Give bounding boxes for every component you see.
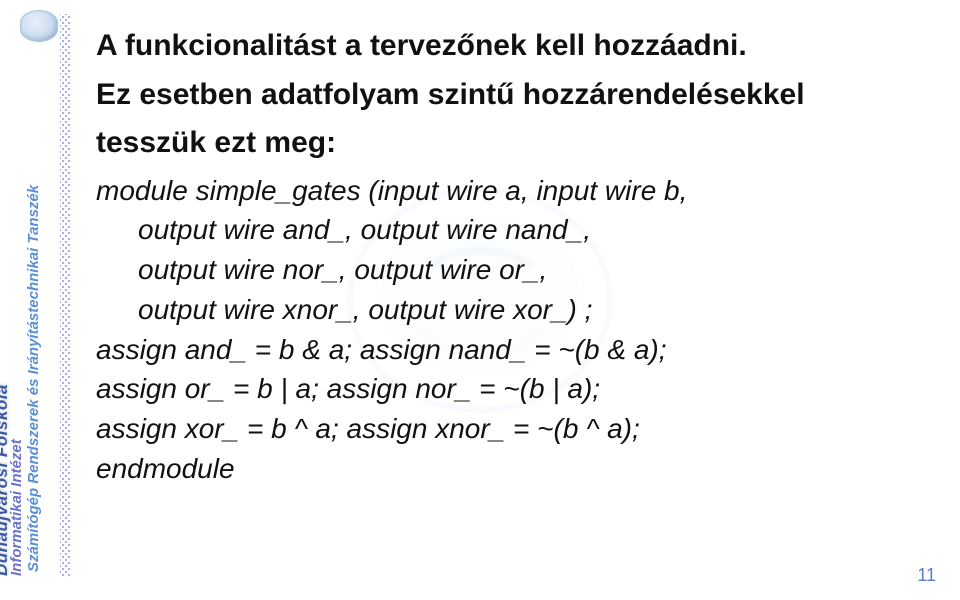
- code-line-1: module simple_gates (input wire a, input…: [96, 172, 910, 210]
- title-line-3: tesszük ezt meg:: [96, 123, 910, 164]
- title-line-1: A funkcionalitást a tervezőnek kell hozz…: [96, 26, 910, 67]
- code-line-2: output wire and_, output wire nand_,: [96, 211, 910, 249]
- code-line-8: endmodule: [96, 450, 910, 488]
- code-line-3: output wire nor_, output wire or_,: [96, 251, 910, 289]
- department-name: Informatikai Intézet Számítógép Rendszer…: [8, 185, 42, 576]
- page-number: 11: [917, 565, 936, 586]
- code-line-4: output wire xnor_, output wire xor_) ;: [96, 291, 910, 329]
- slide-content: A funkcionalitást a tervezőnek kell hozz…: [96, 26, 910, 488]
- department-line2: Számítógép Rendszerek és Irányítástechni…: [25, 185, 42, 572]
- title-line-2: Ez esetben adatfolyam szintű hozzárendel…: [96, 75, 910, 116]
- code-line-6: assign or_ = b | a; assign nor_ = ~(b | …: [96, 370, 910, 408]
- institution-emblem-icon: [20, 10, 58, 42]
- divider-dots: [60, 14, 70, 576]
- department-line1: Informatikai Intézet: [8, 439, 25, 576]
- code-line-5: assign and_ = b & a; assign nand_ = ~(b …: [96, 331, 910, 369]
- slide: Dunaújvárosi Főiskola Informatikai Intéz…: [0, 0, 960, 600]
- code-line-7: assign xor_ = b ^ a; assign xnor_ = ~(b …: [96, 410, 910, 448]
